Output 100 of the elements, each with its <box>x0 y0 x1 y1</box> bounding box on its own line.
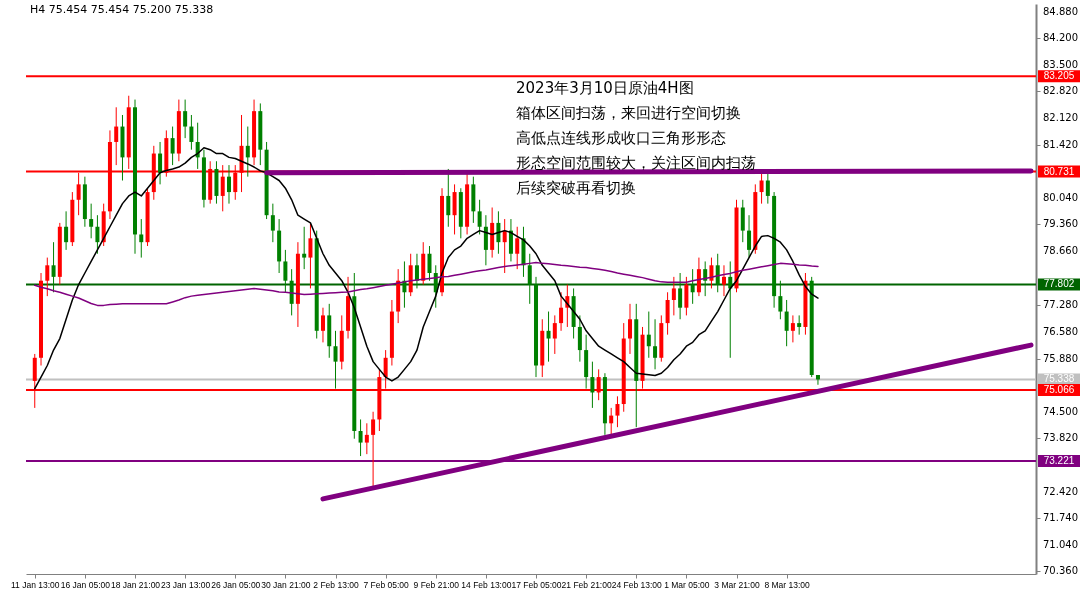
x-tick-label: 2 Feb 13:00 <box>313 579 359 590</box>
candlestick <box>170 126 175 166</box>
candlestick <box>364 422 369 455</box>
candlestick <box>527 253 532 305</box>
candlestick <box>302 226 307 270</box>
candlestick <box>139 218 144 259</box>
candlestick <box>270 203 275 243</box>
x-tick-label: 26 Jan 05:00 <box>211 579 261 590</box>
y-tick-label: 71.040 <box>1043 539 1078 551</box>
ref-line-label: 75.066 <box>1043 383 1075 395</box>
candlestick <box>446 168 451 228</box>
candlestick <box>646 311 651 359</box>
candlestick <box>452 183 457 235</box>
candlestick <box>496 210 501 255</box>
x-tick-label: 17 Feb 05:00 <box>511 579 562 590</box>
candlestick <box>515 226 520 270</box>
annotation: H4 75.454 75.454 75.200 75.338 <box>30 3 214 16</box>
candlestick <box>95 214 100 255</box>
candlestick <box>64 210 69 251</box>
ref-line-label: 77.802 <box>1043 278 1075 290</box>
candlestick <box>747 214 752 259</box>
candlestick <box>609 407 614 436</box>
y-tick-label: 70.360 <box>1043 565 1078 577</box>
candlestick <box>784 299 789 347</box>
y-tick-label: 72.420 <box>1043 485 1078 497</box>
candlestick <box>333 330 338 390</box>
annotation: 2023年3月10日原油4H图 <box>516 79 694 97</box>
candlestick <box>778 280 783 320</box>
x-tick-label: 30 Jan 21:00 <box>261 579 311 590</box>
x-tick-label: 3 Mar 21:00 <box>714 579 760 590</box>
candlestick <box>678 272 683 320</box>
x-tick-label: 14 Feb 13:00 <box>461 579 512 590</box>
candlestick <box>628 303 632 355</box>
x-tick-label: 21 Feb 21:00 <box>561 579 612 590</box>
x-tick-label: 8 Mar 13:00 <box>764 579 811 590</box>
x-tick-label: 7 Feb 05:00 <box>363 579 410 590</box>
ref-line-label: 83.205 <box>1043 70 1075 82</box>
y-tick-label: 75.880 <box>1043 352 1078 364</box>
candlestick <box>283 249 288 293</box>
candlestick <box>89 203 94 239</box>
x-tick-label: 11 Jan 13:00 <box>10 579 60 590</box>
candlestick <box>790 314 795 343</box>
y-tick-label: 73.820 <box>1043 431 1078 443</box>
annotation: 后续突破再看切换 <box>516 179 636 197</box>
candlestick <box>559 291 564 332</box>
candlestick <box>358 418 363 457</box>
candlestick <box>226 164 231 205</box>
candlestick <box>189 114 194 151</box>
y-tick-label: 84.200 <box>1043 31 1078 43</box>
candlestick <box>308 222 313 289</box>
x-tick-label: 23 Jan 13:00 <box>161 579 211 590</box>
x-tick-label: 16 Jan 05:00 <box>60 579 111 590</box>
candlestick <box>690 268 695 305</box>
y-tick-label: 77.280 <box>1043 298 1078 310</box>
candlestick <box>245 126 250 178</box>
ref-line-label: 75.338 <box>1043 373 1075 385</box>
candlestick <box>508 218 513 262</box>
candlestick <box>665 291 670 336</box>
y-tick-label: 83.500 <box>1043 58 1078 70</box>
candlestick <box>703 260 708 297</box>
candlestick <box>320 307 325 343</box>
candlestick <box>477 199 482 235</box>
candlestick <box>546 311 551 363</box>
x-tick-label: 18 Jan 21:00 <box>110 579 161 590</box>
candlestick <box>577 314 582 363</box>
candlestick <box>671 276 676 316</box>
candlestick <box>414 253 419 289</box>
candlestick <box>709 257 714 289</box>
line-series <box>34 261 819 307</box>
annotation: 箱体区间扫荡，来回进行空间切换 <box>516 104 741 122</box>
x-tick-label: 24 Feb 13:00 <box>611 579 663 590</box>
candlestick <box>483 214 488 266</box>
ref-line-label: 80.731 <box>1043 165 1075 177</box>
candlestick <box>797 314 802 336</box>
candlestick <box>371 411 376 488</box>
candlestick <box>45 257 50 297</box>
candlestick <box>653 318 658 370</box>
candlestick <box>615 395 620 428</box>
ref-line-label: 73.221 <box>1043 455 1075 467</box>
x-tick-label: 1 Mar 05:00 <box>664 579 710 590</box>
candlestick <box>552 314 557 355</box>
candlestick <box>684 276 689 316</box>
y-tick-label: 74.500 <box>1043 405 1078 417</box>
y-tick-label: 79.360 <box>1043 218 1078 230</box>
candlestick <box>427 245 432 282</box>
candlestick <box>715 253 720 293</box>
annotation: 形态空间范围较大，关注区间内扫荡 <box>516 154 756 172</box>
y-tick-label: 78.660 <box>1043 245 1078 257</box>
y-tick-label: 71.740 <box>1043 512 1078 524</box>
candlestick <box>590 361 595 409</box>
candlestick <box>289 268 294 316</box>
candlestick <box>765 172 770 205</box>
candlestick <box>740 199 745 243</box>
candlestick <box>114 106 119 166</box>
x-tick-label: 9 Feb 21:00 <box>413 579 460 590</box>
candlestick <box>51 241 56 293</box>
y-tick-label: 84.880 <box>1043 5 1078 17</box>
candlestick <box>183 99 188 139</box>
y-tick-label: 81.420 <box>1043 139 1078 151</box>
candlestick <box>158 141 163 185</box>
